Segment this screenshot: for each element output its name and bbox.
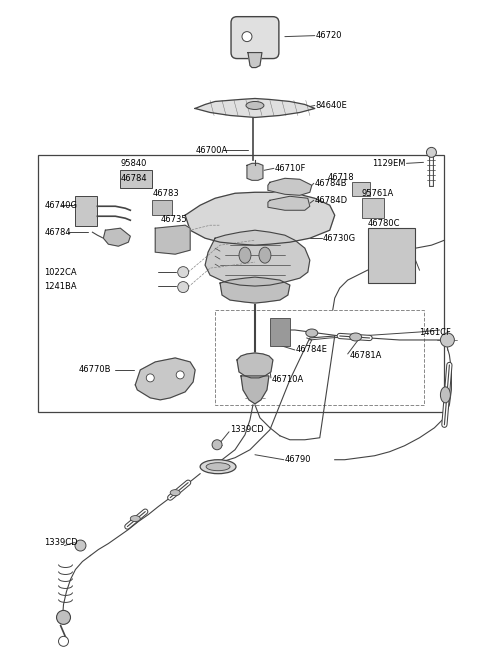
Text: 1241BA: 1241BA — [45, 281, 77, 291]
Circle shape — [441, 333, 455, 347]
Circle shape — [57, 610, 71, 625]
Circle shape — [426, 148, 436, 157]
Text: 46781A: 46781A — [350, 352, 382, 360]
Text: 1339CD: 1339CD — [45, 538, 78, 547]
Text: 46720: 46720 — [316, 31, 342, 40]
Text: 1339CD: 1339CD — [230, 425, 264, 434]
Text: 84640E: 84640E — [316, 101, 348, 110]
Polygon shape — [268, 196, 310, 211]
Text: 46784D: 46784D — [315, 195, 348, 205]
Bar — [215, 310, 424, 405]
Polygon shape — [185, 192, 335, 245]
Polygon shape — [241, 376, 269, 404]
Circle shape — [75, 540, 86, 551]
Text: 46784: 46784 — [45, 228, 71, 237]
Bar — [37, 155, 444, 412]
Polygon shape — [155, 225, 190, 254]
Polygon shape — [205, 230, 310, 286]
Text: 46784B: 46784B — [315, 179, 348, 188]
Text: 46735: 46735 — [160, 215, 187, 224]
Polygon shape — [195, 98, 315, 117]
Circle shape — [176, 371, 184, 379]
Polygon shape — [237, 353, 273, 378]
Text: 46784E: 46784E — [296, 346, 328, 354]
Text: 46740G: 46740G — [45, 201, 78, 210]
Bar — [75, 196, 97, 226]
FancyBboxPatch shape — [231, 16, 279, 58]
Bar — [368, 228, 416, 283]
Ellipse shape — [206, 462, 230, 471]
Text: 46710F: 46710F — [275, 164, 306, 173]
Polygon shape — [220, 277, 290, 303]
Text: 46770B: 46770B — [78, 365, 111, 375]
Text: 1022CA: 1022CA — [45, 268, 77, 277]
Bar — [120, 171, 152, 188]
Polygon shape — [103, 228, 130, 246]
Text: 95840: 95840 — [120, 159, 147, 168]
Ellipse shape — [441, 387, 450, 403]
Circle shape — [242, 31, 252, 41]
Ellipse shape — [246, 102, 264, 110]
Ellipse shape — [200, 460, 236, 474]
Text: 1129EM: 1129EM — [372, 159, 406, 168]
Text: 46784: 46784 — [120, 174, 147, 183]
Circle shape — [178, 266, 189, 277]
Circle shape — [59, 636, 69, 646]
Text: 46710A: 46710A — [272, 375, 304, 384]
Circle shape — [146, 374, 154, 382]
Text: 46700A: 46700A — [195, 146, 228, 155]
Text: 46780C: 46780C — [368, 218, 400, 228]
Text: 46783: 46783 — [152, 189, 179, 198]
Text: 46718: 46718 — [328, 173, 354, 182]
Polygon shape — [247, 163, 263, 180]
Ellipse shape — [259, 247, 271, 263]
Ellipse shape — [170, 489, 180, 496]
Bar — [270, 318, 290, 346]
Text: 1461CF: 1461CF — [420, 329, 451, 337]
Ellipse shape — [350, 333, 361, 341]
Text: 46790: 46790 — [285, 455, 312, 464]
Circle shape — [178, 281, 189, 293]
Bar — [361, 198, 384, 218]
Polygon shape — [135, 358, 195, 400]
Bar — [352, 182, 370, 196]
Polygon shape — [268, 178, 312, 195]
Text: 46730G: 46730G — [323, 234, 356, 243]
Ellipse shape — [130, 516, 140, 522]
Ellipse shape — [306, 329, 318, 337]
Polygon shape — [248, 52, 262, 68]
Circle shape — [212, 440, 222, 450]
Ellipse shape — [239, 247, 251, 263]
Text: 95761A: 95761A — [361, 189, 394, 198]
Bar — [152, 200, 172, 215]
